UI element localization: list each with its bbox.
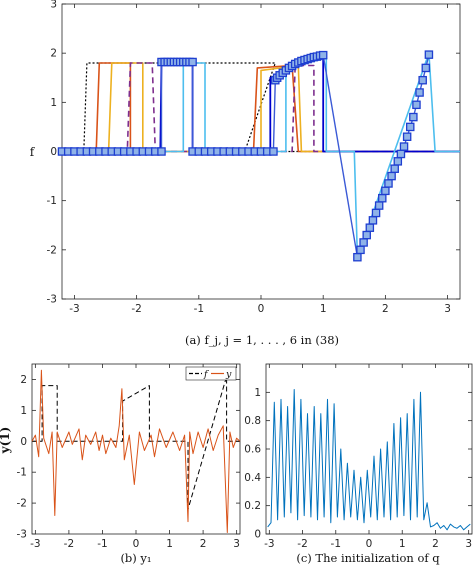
- panel-a-marker: [356, 245, 365, 255]
- panel-a-marker: [371, 208, 381, 218]
- panel-a-series-2: [62, 62, 460, 153]
- panel-a-marker: [365, 223, 375, 232]
- panel-a-marker: [188, 57, 197, 67]
- panel-c-xtick-label: 0: [366, 538, 373, 550]
- panel-b-series-0: [32, 375, 240, 510]
- panel-c-ytick-label: 1: [254, 387, 261, 399]
- panel-a-ytick-label: -3: [47, 294, 57, 306]
- panel-c-ytick-label: 0.8: [244, 415, 261, 427]
- panel-a-marker: [409, 112, 418, 122]
- panel-c-xtick-label: -2: [297, 538, 307, 550]
- panel-c-caption: (c) The initialization of q: [296, 551, 440, 565]
- panel-a-ytick-label: 2: [50, 48, 57, 60]
- panel-a-marker: [412, 100, 421, 110]
- panel-a-marker: [353, 252, 362, 262]
- panel-b-xtick-label: -2: [64, 538, 74, 550]
- panel-a-series: [57, 50, 460, 262]
- panel-a-ytick-label: 0: [50, 146, 57, 158]
- panel-b-ytick-label: 2: [20, 374, 27, 386]
- panel-c-xtick-label: 1: [399, 538, 406, 550]
- panel-a-marker: [157, 147, 166, 156]
- panel-a-marker: [359, 238, 368, 247]
- panel-b-xtick-label: 1: [166, 538, 173, 550]
- panel-a-marker: [384, 179, 393, 188]
- panel-a-marker: [378, 193, 387, 203]
- panel-a-marker: [362, 230, 371, 240]
- panel-a-ticks: -3 -2 -1 0 1 2 3 -3 -2 -1 0 1 2 3: [47, 0, 460, 315]
- panel-a-y-axis-label: f: [30, 145, 36, 159]
- panel-b-ytick-label: -1: [17, 467, 27, 479]
- panel-a-caption: (a) f_j, j = 1, . . . , 6 in (38): [185, 333, 339, 347]
- panel-a-marker: [390, 164, 399, 173]
- panel-c-ytick-label: 0.4: [244, 472, 261, 484]
- panel-a-marker: [415, 88, 424, 97]
- panel-a-series-0: [62, 62, 460, 153]
- panel-a-chart: -3 -2 -1 0 1 2 3 -3 -2 -1 0 1 2 3 f (a) f_j, j = 1, .…: [30, 0, 461, 347]
- panel-a-marker: [269, 147, 278, 156]
- panel-c-xtick-label: -3: [264, 538, 274, 550]
- panel-a-xtick-label: 3: [444, 303, 451, 315]
- panel-a-marker: [381, 186, 390, 196]
- panel-a-ytick-label: 3: [50, 0, 57, 11]
- panel-a-xtick-label: 0: [258, 303, 265, 315]
- panel-a-xtick-label: -3: [69, 303, 79, 315]
- legend-f-label: f: [203, 369, 209, 380]
- panel-b-chart: -3 -2 -1 0 1 2 3 -3 -2 -1 0 1 2 y(1) f y (b) y₁: [0, 363, 241, 565]
- panel-a-marker: [368, 216, 378, 225]
- panel-b-series-1: [31, 369, 241, 533]
- panel-a-ytick-label: -2: [47, 244, 57, 256]
- panel-b-y-axis-label: y(1): [0, 427, 12, 455]
- panel-a-marker: [402, 132, 412, 141]
- panel-a-ytick-label: 1: [50, 97, 57, 109]
- panel-c-ticks: -3 -2 -1 0 1 2 3 0 0.2 0.4 0.6 0.8 1: [244, 364, 472, 550]
- panel-b-xtick-label: -1: [97, 538, 107, 550]
- panel-b-series: [31, 369, 241, 533]
- panel-b-caption: (b) y₁: [120, 551, 151, 565]
- panel-c-series-0: [267, 389, 471, 531]
- panel-b-ytick-label: 0: [20, 436, 27, 448]
- panel-a-marker: [387, 171, 396, 181]
- panel-a-marker: [424, 50, 434, 59]
- panel-a-marker: [399, 142, 409, 151]
- panel-b-xtick-label: -3: [30, 538, 40, 550]
- panel-c-ytick-label: 0.6: [244, 444, 261, 456]
- panel-c-xtick-label: -1: [331, 538, 341, 550]
- legend-y-label: y: [225, 369, 232, 380]
- panel-c-chart: -3 -2 -1 0 1 2 3 0 0.2 0.4 0.6 0.8 1 (c) The initial…: [244, 363, 473, 565]
- panel-a-xtick-label: 2: [382, 303, 389, 315]
- panel-b-ytick-label: 1: [20, 405, 27, 417]
- panel-b-plot-frame: [31, 363, 241, 535]
- panel-a-marker: [396, 149, 406, 159]
- panel-c-xtick-label: 2: [432, 538, 439, 550]
- panel-b-ticks: -3 -2 -1 0 1 2 3 -3 -2 -1 0 1 2: [17, 364, 240, 550]
- panel-b-legend: f y: [185, 366, 237, 381]
- panel-c-ytick-label: 0: [254, 529, 261, 541]
- panel-a-xtick-label: -2: [131, 303, 141, 315]
- panel-a-marker: [318, 50, 328, 60]
- panel-a-xtick-label: 1: [320, 303, 327, 315]
- panel-a-marker: [421, 63, 431, 73]
- panel-c-ytick-label: 0.2: [244, 500, 261, 512]
- panel-b-ytick-label: -3: [17, 529, 27, 541]
- panel-a-marker: [418, 75, 427, 85]
- panel-b-xtick-label: 3: [233, 538, 240, 550]
- panel-c-xtick-label: 3: [465, 538, 472, 550]
- panel-a-xtick-label: -1: [194, 303, 204, 315]
- panel-b-xtick-label: 2: [200, 538, 207, 550]
- panel-a-marker: [374, 201, 384, 210]
- panel-b-ytick-label: -2: [17, 498, 27, 510]
- panel-a-ytick-label: -1: [47, 195, 57, 207]
- panel-a-marker: [405, 122, 415, 132]
- panel-c-series: [267, 389, 471, 531]
- panel-a-marker: [393, 157, 403, 166]
- panel-b-xtick-label: 0: [133, 538, 140, 550]
